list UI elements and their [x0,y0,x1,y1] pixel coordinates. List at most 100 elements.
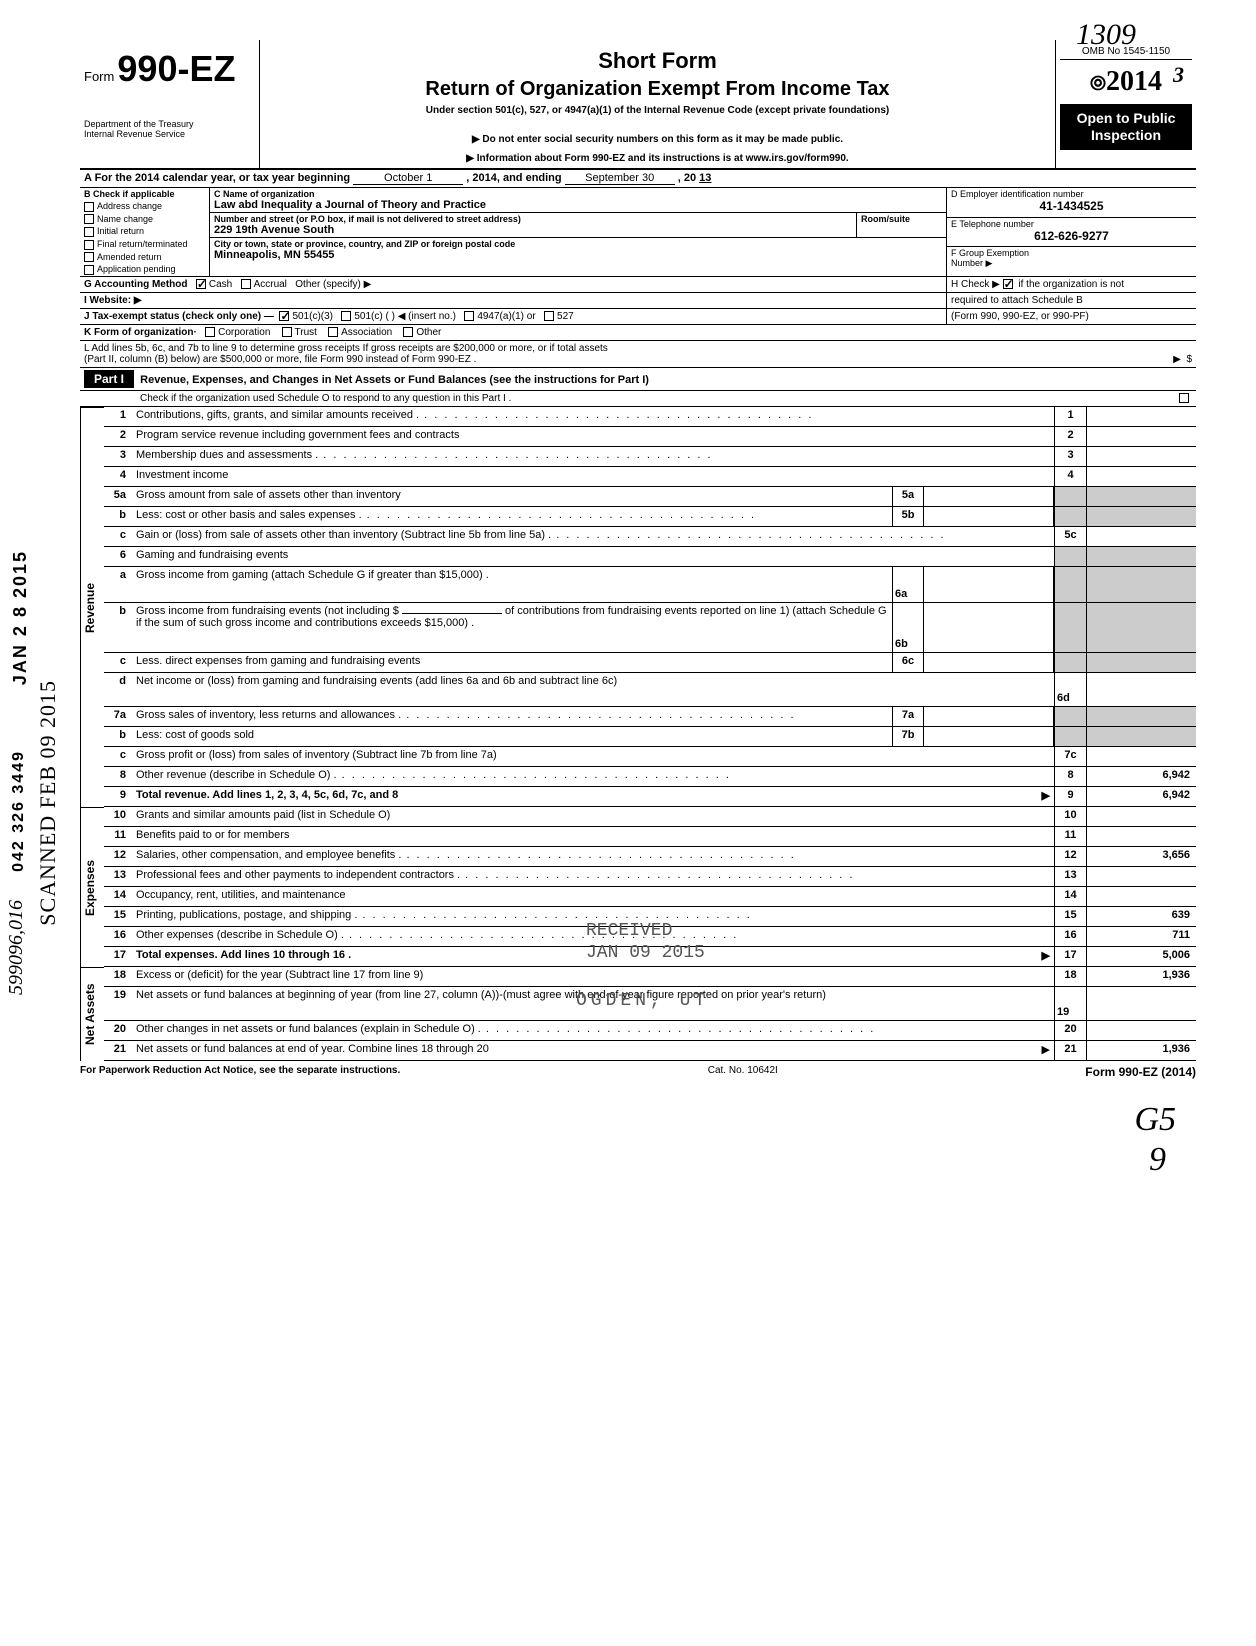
chk-cash[interactable] [196,279,206,289]
d6d: Net income or (loss) from gaming and fun… [132,673,1054,706]
org-name: Law abd Inequality a Journal of Theory a… [214,199,942,211]
open-to-public: Open to Public Inspection [1060,104,1192,150]
chk-final-return[interactable] [84,240,94,250]
e18: 18 [1054,967,1086,986]
form-word: Form [84,69,114,84]
d2: Program service revenue including govern… [132,427,1054,446]
m5a: 5a [892,487,924,506]
chk-527[interactable] [544,311,554,321]
n14: 14 [104,887,132,906]
mv6a [924,567,1054,602]
d-label: D Employer identification number [951,189,1084,199]
n18: 18 [104,967,132,986]
chk-amended-return[interactable] [84,252,94,262]
v6a [1086,567,1196,602]
n9: 9 [104,787,132,806]
footer-right: Form 990-EZ (2014) [1085,1065,1196,1079]
netassets-section: Net Assets 18Excess or (deficit) for the… [80,967,1196,1061]
v3 [1086,447,1196,466]
g-label: G Accounting Method [84,279,188,290]
d9: Total revenue. Add lines 1, 2, 3, 4, 5c,… [136,789,398,801]
dept-line-2: Internal Revenue Service [84,130,255,140]
e1: 1 [1054,407,1086,426]
chk-address-change[interactable] [84,202,94,212]
chk-accrual[interactable] [241,279,251,289]
f-label-2: Number ▶ [951,258,992,268]
chk-association[interactable] [328,327,338,337]
v7a [1086,707,1196,726]
handwritten-9: 9 [1149,1141,1166,1179]
side-scanned-stamp: SCANNED FEB 09 2015 [35,680,61,926]
n6b: b [104,603,132,652]
lbl-cash: Cash [209,279,232,290]
h-suffix-3: (Form 990, 990-EZ, or 990-PF) [951,311,1089,322]
lbl-501c3: 501(c)(3) [292,311,333,322]
lbl-association: Association [341,327,392,338]
e3: 3 [1054,447,1086,466]
header-center: Short Form Return of Organization Exempt… [260,40,1056,168]
e5c: 5c [1054,527,1086,546]
chk-trust[interactable] [282,327,292,337]
tax-year-box: ⦾2014 3 [1060,60,1192,104]
room-suite-label: Room/suite [856,213,946,237]
n13: 13 [104,867,132,886]
chk-initial-return[interactable] [84,227,94,237]
lbl-corporation: Corporation [218,327,270,338]
lbl-4947a1: 4947(a)(1) or [477,311,535,322]
v15: 639 [1086,907,1196,926]
n7a: 7a [104,707,132,726]
h-suffix-2: required to attach Schedule B [951,295,1083,306]
n20: 20 [104,1021,132,1040]
n10: 10 [104,807,132,826]
received-stamp-3: OGDEN, UT [570,989,715,1013]
chk-corporation[interactable] [205,327,215,337]
v13 [1086,867,1196,886]
d5c: Gain or (loss) from sale of assets other… [132,527,1054,546]
e21: 21 [1054,1041,1086,1060]
d10: Grants and similar amounts paid (list in… [132,807,1054,826]
col-def: D Employer identification number 41-1434… [946,188,1196,276]
received-stamp-1: RECEIVED [580,919,678,943]
chk-name-change[interactable] [84,214,94,224]
row-i: I Website: ▶ required to attach Schedule… [80,293,1196,309]
year-handwritten: 3 [1173,62,1184,88]
n6: 6 [104,547,132,566]
mv7b [924,727,1054,746]
m6c: 6c [892,653,924,672]
identity-block: B Check if applicable Address change Nam… [80,188,1196,277]
e16: 16 [1054,927,1086,946]
chk-application-pending[interactable] [84,265,94,275]
n8: 8 [104,767,132,786]
chk-501c3[interactable] [279,311,289,321]
d6: Gaming and fundraising events [132,547,1054,566]
phone-value: 612-626-9277 [951,229,1192,243]
chk-4947a1[interactable] [464,311,474,321]
d21: Net assets or fund balances at end of ye… [136,1043,489,1055]
part-1-check-text: Check if the organization used Schedule … [140,393,511,404]
chk-other-org[interactable] [403,327,413,337]
e4: 4 [1054,467,1086,486]
d17: Total expenses. Add lines 10 through 16 … [136,949,351,961]
e7b [1054,727,1086,746]
lbl-amended-return: Amended return [97,252,162,262]
v21: 1,936 [1086,1041,1196,1060]
m7b: 7b [892,727,924,746]
lbl-application-pending: Application pending [97,264,176,274]
lbl-other-method: Other (specify) ▶ [295,279,371,290]
row-a-prefix: A For the 2014 calendar year, or tax yea… [84,172,350,184]
v20 [1086,1021,1196,1040]
d6b-1: Gross income from fundraising events (no… [136,605,399,617]
e-label: E Telephone number [951,219,1034,229]
row-a-suffix: , 20 [678,172,696,184]
chk-schedule-o-part1[interactable] [1179,393,1189,403]
j-label: J Tax-exempt status (check only one) — [84,311,274,322]
v12: 3,656 [1086,847,1196,866]
chk-no-schedule-b[interactable] [1003,279,1013,289]
form-header: Form 990-EZ Department of the Treasury I… [80,40,1196,170]
title-return: Return of Organization Exempt From Incom… [266,78,1049,101]
chk-501c[interactable] [341,311,351,321]
tax-year-begin: October 1 [353,172,463,185]
d1: Contributions, gifts, grants, and simila… [132,407,1054,426]
n6d: d [104,673,132,706]
n6a: a [104,567,132,602]
